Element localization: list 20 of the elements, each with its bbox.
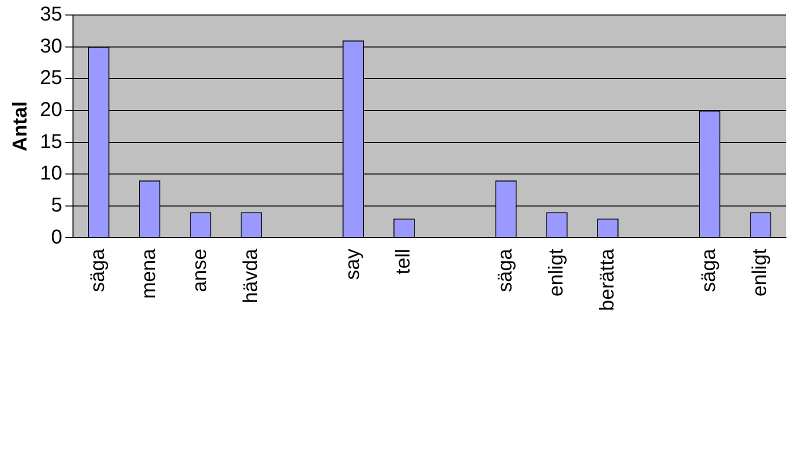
x-tick-label: enligt (749, 248, 772, 297)
y-tick-label: 15 (40, 130, 62, 153)
x-tick-label: mena (138, 248, 160, 299)
y-tick-label: 25 (40, 67, 62, 90)
y-tick-label: 10 (40, 162, 62, 185)
x-tick-label: säga (698, 248, 720, 292)
x-tick-label: say (342, 248, 364, 280)
y-tick-label: 5 (51, 194, 62, 216)
x-tick-label: säga (87, 248, 110, 292)
x-tick-label: berätta (596, 248, 618, 311)
y-axis-title: Antal (10, 101, 32, 152)
y-tick-label: 20 (40, 98, 62, 121)
x-tick-label: enligt (545, 248, 568, 297)
y-tick-label: 30 (40, 35, 62, 58)
x-tick-label: anse (189, 248, 212, 292)
y-tick-label: 0 (51, 226, 62, 248)
x-tick-label: säga (494, 248, 517, 292)
x-tick-label: tell (392, 248, 415, 274)
x-tick-label: hävda (240, 248, 262, 304)
y-tick-label: 35 (40, 4, 62, 26)
